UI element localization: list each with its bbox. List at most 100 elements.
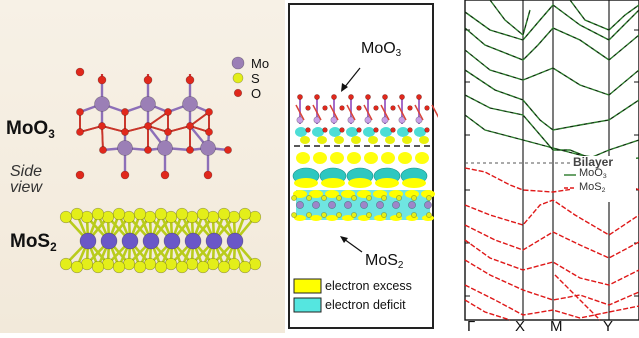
sulfur-atom bbox=[336, 195, 342, 201]
excess-isosurface bbox=[421, 190, 435, 198]
deficit-isosurface bbox=[414, 127, 426, 137]
charge-density-drawing bbox=[291, 67, 438, 313]
sulfur-atom bbox=[112, 207, 126, 221]
oxygen-atom bbox=[424, 105, 430, 111]
legend-o-atom bbox=[233, 88, 243, 98]
k-label-x: X bbox=[515, 318, 526, 335]
excess-isosurface bbox=[364, 152, 378, 164]
moo3-legend-label: MoO3 bbox=[579, 167, 607, 181]
sulfur-atom bbox=[133, 260, 147, 274]
bilayer-legend-label: Bilayer bbox=[573, 155, 614, 169]
oxygen-atom bbox=[224, 146, 232, 154]
sulfur-atom bbox=[133, 207, 147, 221]
molybdenum-atom bbox=[184, 232, 202, 250]
oxygen-atom bbox=[390, 127, 396, 133]
oxygen-atom bbox=[76, 108, 84, 116]
oxygen-atom bbox=[390, 105, 396, 111]
oxygen-atom bbox=[121, 128, 129, 136]
oxygen-atom bbox=[339, 105, 345, 111]
oxygen-atom bbox=[322, 105, 328, 111]
excess-isosurface bbox=[313, 152, 327, 164]
bilayer-atoms bbox=[291, 94, 438, 218]
sulfur-atom bbox=[196, 260, 210, 274]
legend-mo-atom bbox=[231, 56, 245, 70]
oxygen-atom bbox=[373, 105, 379, 111]
legend-s-label: S bbox=[251, 71, 260, 86]
oxygen-atom bbox=[356, 127, 362, 133]
molybdenum-atom bbox=[360, 201, 368, 209]
excess-isosurface bbox=[309, 190, 323, 198]
sulfur-atom bbox=[306, 212, 312, 218]
excess-isosurface bbox=[381, 152, 395, 164]
molybdenum-atom bbox=[121, 232, 139, 250]
oxygen-atom bbox=[305, 127, 311, 133]
molybdenum-atom bbox=[226, 232, 244, 250]
sulfur-atom bbox=[426, 212, 432, 218]
sulfur-atom bbox=[336, 212, 342, 218]
sulfur-atom bbox=[291, 212, 297, 218]
sulfur-atom bbox=[175, 207, 189, 221]
sulfur-atom bbox=[238, 260, 252, 274]
sulfur-atom bbox=[321, 195, 327, 201]
deficit-isosurface bbox=[295, 127, 307, 137]
oxygen-atom bbox=[75, 67, 85, 77]
moo3-layer bbox=[75, 67, 232, 180]
bands-legend-bg bbox=[570, 156, 636, 202]
sulfur-atom bbox=[366, 195, 372, 201]
mos2-layer bbox=[59, 207, 262, 274]
electron-excess-label: electron excess bbox=[325, 279, 412, 293]
sulfur-atom bbox=[238, 207, 252, 221]
k-label-m: M bbox=[550, 318, 563, 335]
sulfur-atom bbox=[217, 207, 231, 221]
moo3-arrow-label: MoO3 bbox=[361, 40, 402, 60]
sulfur-atom bbox=[154, 207, 168, 221]
molybdenum-atom bbox=[182, 96, 198, 112]
oxygen-atom bbox=[373, 127, 379, 133]
excess-isosurface bbox=[293, 190, 307, 198]
mos2-arrow bbox=[340, 236, 363, 253]
oxygen-atom bbox=[205, 128, 213, 136]
molybdenum-atom bbox=[376, 201, 384, 209]
oxygen-atom bbox=[407, 127, 413, 133]
oxygen-atom bbox=[305, 105, 311, 111]
sulfur-atom bbox=[426, 195, 432, 201]
band-structure-panel: Bilayer MoO3 MoS2 Γ X M Y bbox=[460, 0, 639, 335]
oxygen-atom bbox=[75, 170, 85, 180]
legend-s-atom bbox=[232, 72, 244, 84]
structure-side-view-panel: Mo S O MoO3 Side view MoS2 bbox=[0, 0, 285, 333]
oxygen-atom bbox=[185, 75, 195, 85]
sulfur-atom bbox=[196, 207, 210, 221]
excess-isosurface bbox=[317, 136, 327, 144]
molybdenum-atom bbox=[312, 201, 320, 209]
mos2-label: MoS2 bbox=[10, 231, 57, 255]
mos2-bands bbox=[464, 167, 639, 321]
excess-isosurface bbox=[321, 178, 345, 188]
sulfur-atom bbox=[70, 260, 84, 274]
oxygen-atom bbox=[424, 127, 430, 133]
molybdenum-atom bbox=[163, 232, 181, 250]
oxygen-atom bbox=[399, 94, 405, 100]
moo3-arrow bbox=[341, 67, 361, 92]
sulfur-atom bbox=[411, 195, 417, 201]
excess-isosurface bbox=[294, 178, 318, 188]
oxygen-atom bbox=[382, 94, 388, 100]
sulfur-atom bbox=[411, 212, 417, 218]
excess-isosurface bbox=[348, 178, 372, 188]
sulfur-atom bbox=[351, 212, 357, 218]
sulfur-atom bbox=[59, 257, 73, 271]
excess-isosurface bbox=[325, 190, 339, 198]
legend-o-label: O bbox=[251, 86, 261, 101]
sulfur-atom bbox=[91, 207, 105, 221]
excess-isosurface bbox=[326, 215, 338, 221]
oxygen-atom bbox=[186, 146, 194, 154]
oxygen-atom bbox=[99, 146, 107, 154]
deficit-isosurface bbox=[380, 127, 392, 137]
oxygen-atom bbox=[160, 170, 170, 180]
oxygen-atom bbox=[314, 94, 320, 100]
oxygen-atom bbox=[297, 94, 303, 100]
excess-isosurface bbox=[310, 215, 322, 221]
sulfur-atom bbox=[154, 260, 168, 274]
oxygen-atom bbox=[76, 128, 84, 136]
oxygen-atom bbox=[164, 128, 172, 136]
oxygen-atom bbox=[98, 122, 106, 130]
